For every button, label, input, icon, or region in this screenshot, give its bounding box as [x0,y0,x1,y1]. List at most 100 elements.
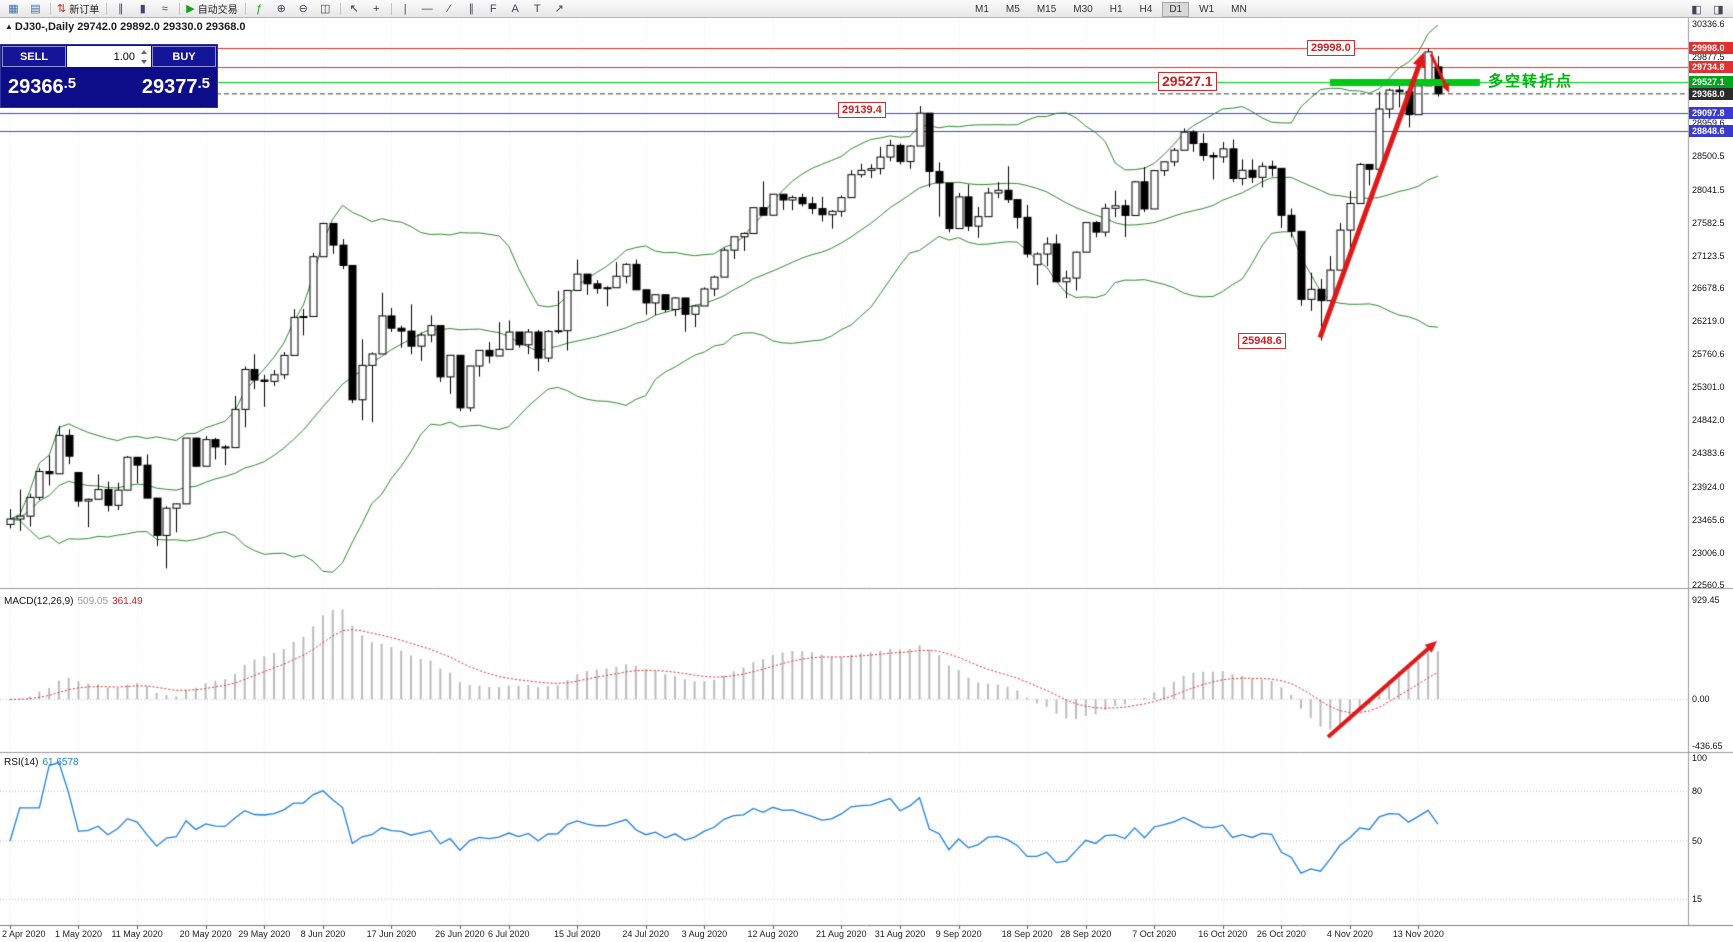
arrows-icon: ↗ [554,2,564,15]
price-axis-label: 22560.5 [1692,580,1725,590]
price-label-callout[interactable]: 25948.6 [1238,332,1286,349]
time-axis-label: 3 Aug 2020 [681,929,728,939]
indicators-icon[interactable]: ƒ [249,0,270,17]
zoom-in-icon: ⊕ [276,2,286,15]
price-axis-label: 24842.0 [1692,415,1725,426]
price-label-callout[interactable]: 29139.4 [838,102,886,119]
price-axis-label: 24383.6 [1692,448,1725,459]
time-axis-label: 1 May 2020 [54,929,102,939]
price-axis-label: 25760.6 [1692,349,1725,360]
channel-icon[interactable]: ∥ [461,0,482,17]
price-axis-label: 26219.0 [1692,316,1725,327]
time-axis-label: 18 Sep 2020 [1001,929,1053,939]
timeframe-m1[interactable]: M1 [975,4,989,15]
timeframe-m30[interactable]: M30 [1073,4,1093,15]
vertical-line-icon: | [403,2,407,15]
chart-title: ▲ DJ30-,Daily 29742.0 29892.0 29330.0 293… [5,21,246,33]
chart-candles-icon[interactable]: ▮ [132,0,153,17]
new-chart-icon[interactable]: ▦ [3,0,24,17]
rsi-pane[interactable] [0,754,1688,925]
rsi-axis-label: 100 [1692,753,1708,763]
toolbar-right: ◧ ◨ [1686,1,1730,18]
price-tag-29527.1: 29527.1 [1689,76,1733,89]
macd-label: MACD(12,26,9) 509.05 361.49 [4,596,143,607]
timeframe-d1[interactable]: D1 [1162,2,1190,17]
text-icon[interactable]: A [505,0,526,17]
label-icon: T [533,2,541,15]
profiles-icon[interactable]: ▤ [25,0,46,17]
fibonacci-icon[interactable]: F [483,0,504,17]
trendline-icon: ∕ [448,2,451,15]
volume-up-icon[interactable] [139,47,149,56]
macd-pane[interactable] [0,592,1688,752]
timeframe-m15[interactable]: M15 [1036,4,1057,15]
time-axis-label: 26 Jun 2020 [435,929,485,939]
zoom-out-icon: ⊖ [298,2,308,15]
rsi-axis-label: 50 [1692,836,1703,846]
crosshair-icon: + [372,2,380,15]
price-axis-label: 28959.6 [1692,118,1725,129]
annotation-text[interactable]: 多空转折点 [1488,72,1574,90]
horizontal-line-icon: — [421,2,433,15]
sell-price: 29366.5 [8,74,77,98]
timeframe-h1[interactable]: H1 [1109,4,1123,15]
volume-input[interactable]: 1.00 [67,46,151,67]
price-axis-label: 30336.6 [1692,19,1725,29]
sell-button[interactable]: SELL [2,46,66,67]
price-axis-label: 23465.6 [1692,514,1725,525]
chart-bars-icon[interactable]: ∥ [110,0,131,17]
toolbar-separator [390,2,392,15]
time-axis-label: 4 Nov 2020 [1326,929,1373,939]
rsi-label: RSI(14) 61.6578 [4,757,79,768]
tile-windows-icon[interactable]: ◫ [315,0,336,17]
chart-candles-icon: ▮ [139,2,146,15]
rsi-axis-label: 80 [1692,786,1703,797]
price-label-callout[interactable]: 29527.1 [1158,72,1217,92]
toolbar-separator [106,2,108,15]
horizontal-line-icon[interactable]: — [417,0,438,17]
cursor-icon[interactable]: ↖ [344,0,365,17]
channel-icon: ∥ [468,2,474,15]
macd-axis-label: -436.65 [1692,741,1723,751]
auto-scroll-icon[interactable]: ◨ [1708,1,1729,18]
new-order-button: ⇅ [57,2,67,15]
price-tag-29734.8: 29734.8 [1689,61,1733,74]
time-axis-label: 26 Oct 2020 [1256,929,1306,939]
time-axis-label: 24 Jul 2020 [622,929,669,939]
arrows-icon[interactable]: ↗ [549,0,570,17]
zoom-out-icon[interactable]: ⊖ [293,0,314,17]
timeframe-m5[interactable]: M5 [1005,4,1020,15]
time-axis-label: 29 May 2020 [238,929,291,939]
price-tag-29368.0: 29368.0 [1689,87,1733,100]
buy-price: 29377.5 [141,74,210,98]
time-axis-label: 9 Sep 2020 [935,929,982,939]
time-axis-label: 17 Jun 2020 [366,929,417,939]
price-axis-label: 28500.5 [1692,151,1725,162]
label-icon[interactable]: T [527,0,548,17]
new-order-button[interactable]: ⇅ 新订单 [54,0,102,17]
rsi-axis-label: 15 [1692,894,1703,905]
new-chart-icon: ▦ [8,2,19,15]
chart-shift-icon[interactable]: ◧ [1686,1,1707,18]
price-axis-label: 25301.0 [1692,382,1725,393]
timeframe-w1[interactable]: W1 [1199,4,1215,15]
timeframe-mn[interactable]: MN [1231,4,1247,15]
trendline-icon[interactable]: ∕ [439,0,460,17]
buy-button[interactable]: BUY [152,46,216,67]
crosshair-icon[interactable]: + [366,0,387,17]
price-axis-label: 23006.0 [1692,547,1725,558]
volume-value[interactable]: 1.00 [113,50,135,63]
price-tag-29998.0: 29998.0 [1689,42,1733,55]
volume-down-icon[interactable] [139,57,149,66]
price-axis-label: 29877.5 [1692,52,1725,63]
price-label-callout[interactable]: 29998.0 [1307,40,1355,57]
timeframe-h4[interactable]: H4 [1139,4,1153,15]
chart-line-icon[interactable]: ≈ [154,0,175,17]
symbol-marker-icon: ▲ [5,22,13,31]
zoom-in-icon[interactable]: ⊕ [271,0,292,17]
time-axis-label: 15 Jul 2020 [553,929,601,939]
vertical-line-icon[interactable]: | [395,0,416,17]
auto-trading-button[interactable]: ▶ 自动交易 [183,0,240,17]
